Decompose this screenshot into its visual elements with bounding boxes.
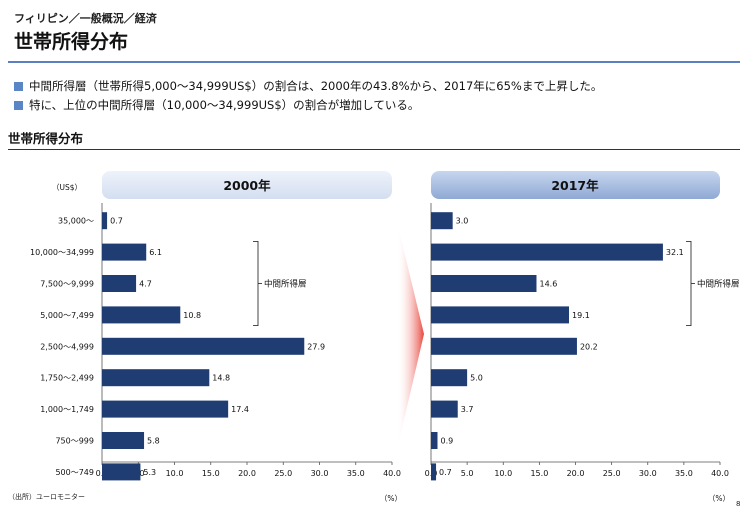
- x-unit-label-2017: （%）: [708, 494, 730, 503]
- data-label: 5.8: [147, 437, 160, 446]
- bracket: [686, 240, 692, 327]
- x-tick-label: 25.0: [603, 469, 621, 478]
- chart-2017: 0.05.010.015.020.025.030.035.040.03.032.…: [425, 203, 740, 481]
- data-label: 19.1: [572, 311, 590, 320]
- x-tick-label: 15.0: [530, 469, 548, 478]
- data-label: 5.0: [470, 374, 483, 383]
- bar: [102, 275, 137, 292]
- bar: [431, 243, 663, 261]
- x-tick-label: 30.0: [311, 469, 329, 478]
- bracket-label: 中間所得層: [264, 279, 307, 290]
- x-tick-label: 5.0: [461, 469, 474, 478]
- category-label: 1,750～2,499: [40, 374, 94, 383]
- x-tick-label: 10.0: [494, 469, 512, 478]
- bar: [431, 432, 438, 449]
- category-label: 7,500～9,999: [40, 280, 94, 289]
- x-tick-label: 20.0: [238, 469, 256, 478]
- unit-label: （US$）: [52, 183, 82, 192]
- category-label: 2,500～4,999: [40, 342, 94, 351]
- chart-header-2000: [102, 171, 392, 199]
- bar: [102, 337, 305, 355]
- category-label: 500～749: [55, 468, 94, 477]
- page-number: 8: [736, 500, 741, 508]
- x-tick-label: 35.0: [675, 469, 693, 478]
- bar: [431, 400, 458, 418]
- bar: [431, 463, 437, 481]
- bracket-label: 中間所得層: [697, 279, 740, 290]
- x-tick-label: 20.0: [567, 469, 585, 478]
- bar: [431, 369, 468, 387]
- data-label: 3.7: [461, 405, 474, 414]
- bar: [102, 432, 145, 449]
- bracket: [253, 240, 259, 327]
- data-label: 4.7: [139, 280, 152, 289]
- title-divider: [8, 61, 740, 63]
- chart-2000: 0.05.010.015.020.025.030.035.040.00.735,…: [30, 203, 401, 481]
- data-label: 10.8: [183, 311, 201, 320]
- data-label: 14.8: [212, 374, 230, 383]
- source-note: （出所）ユーロモニター: [8, 493, 85, 501]
- bullet-item: 中間所得層（世帯所得5,000～34,999US$）の割合は、2000年の43.…: [14, 78, 602, 94]
- x-tick-label: 10.0: [166, 469, 184, 478]
- bullet-square-icon: [14, 82, 23, 91]
- data-label: 5.3: [143, 468, 156, 477]
- bullet-text: 中間所得層（世帯所得5,000～34,999US$）の割合は、2000年の43.…: [29, 79, 603, 93]
- data-label: 0.7: [439, 468, 452, 477]
- breadcrumb: フィリピン／一般概況／経済: [14, 12, 157, 25]
- x-tick-label: 40.0: [383, 469, 401, 478]
- chart-title-2000: 2000年: [223, 178, 271, 193]
- category-label: 10,000～34,999: [30, 248, 94, 257]
- x-tick-label: 25.0: [274, 469, 292, 478]
- section-title: 世帯所得分布: [8, 131, 84, 146]
- section-divider: [8, 149, 740, 150]
- chart-header-2017: [431, 171, 720, 199]
- bar: [102, 306, 181, 324]
- category-label: 1,000～1,749: [40, 405, 94, 414]
- data-label: 14.6: [539, 280, 557, 289]
- data-label: 0.9: [441, 437, 454, 446]
- bar: [102, 212, 108, 230]
- bullet-square-icon: [14, 101, 23, 110]
- page-title: 世帯所得分布: [14, 31, 129, 53]
- x-tick-label: 30.0: [639, 469, 657, 478]
- chart-title-2017: 2017年: [551, 178, 599, 193]
- category-label: 750～999: [55, 437, 94, 446]
- data-label: 0.7: [110, 217, 123, 226]
- data-label: 17.4: [231, 405, 249, 414]
- transition-arrow-icon: [397, 222, 424, 450]
- bullet-text: 特に、上位の中間所得層（10,000～34,999US$）の割合が増加している。: [29, 98, 420, 112]
- bar: [102, 243, 147, 261]
- category-label: 5,000～7,499: [40, 311, 94, 320]
- x-tick-label: 35.0: [347, 469, 365, 478]
- bar: [431, 337, 577, 355]
- data-label: 3.0: [456, 217, 469, 226]
- data-label: 6.1: [149, 248, 162, 257]
- bar: [431, 275, 537, 292]
- bar: [102, 463, 141, 481]
- bar: [102, 400, 229, 418]
- data-label: 27.9: [307, 342, 325, 351]
- x-tick-label: 15.0: [202, 469, 220, 478]
- bar: [431, 212, 453, 230]
- category-label: 35,000～: [58, 217, 94, 226]
- data-label: 20.2: [580, 342, 598, 351]
- x-unit-label-2000: （%）: [380, 494, 402, 503]
- bullet-item: 特に、上位の中間所得層（10,000～34,999US$）の割合が増加している。: [14, 97, 419, 113]
- bar: [102, 369, 210, 387]
- x-tick-label: 40.0: [711, 469, 729, 478]
- data-label: 32.1: [666, 248, 684, 257]
- bar: [431, 306, 569, 324]
